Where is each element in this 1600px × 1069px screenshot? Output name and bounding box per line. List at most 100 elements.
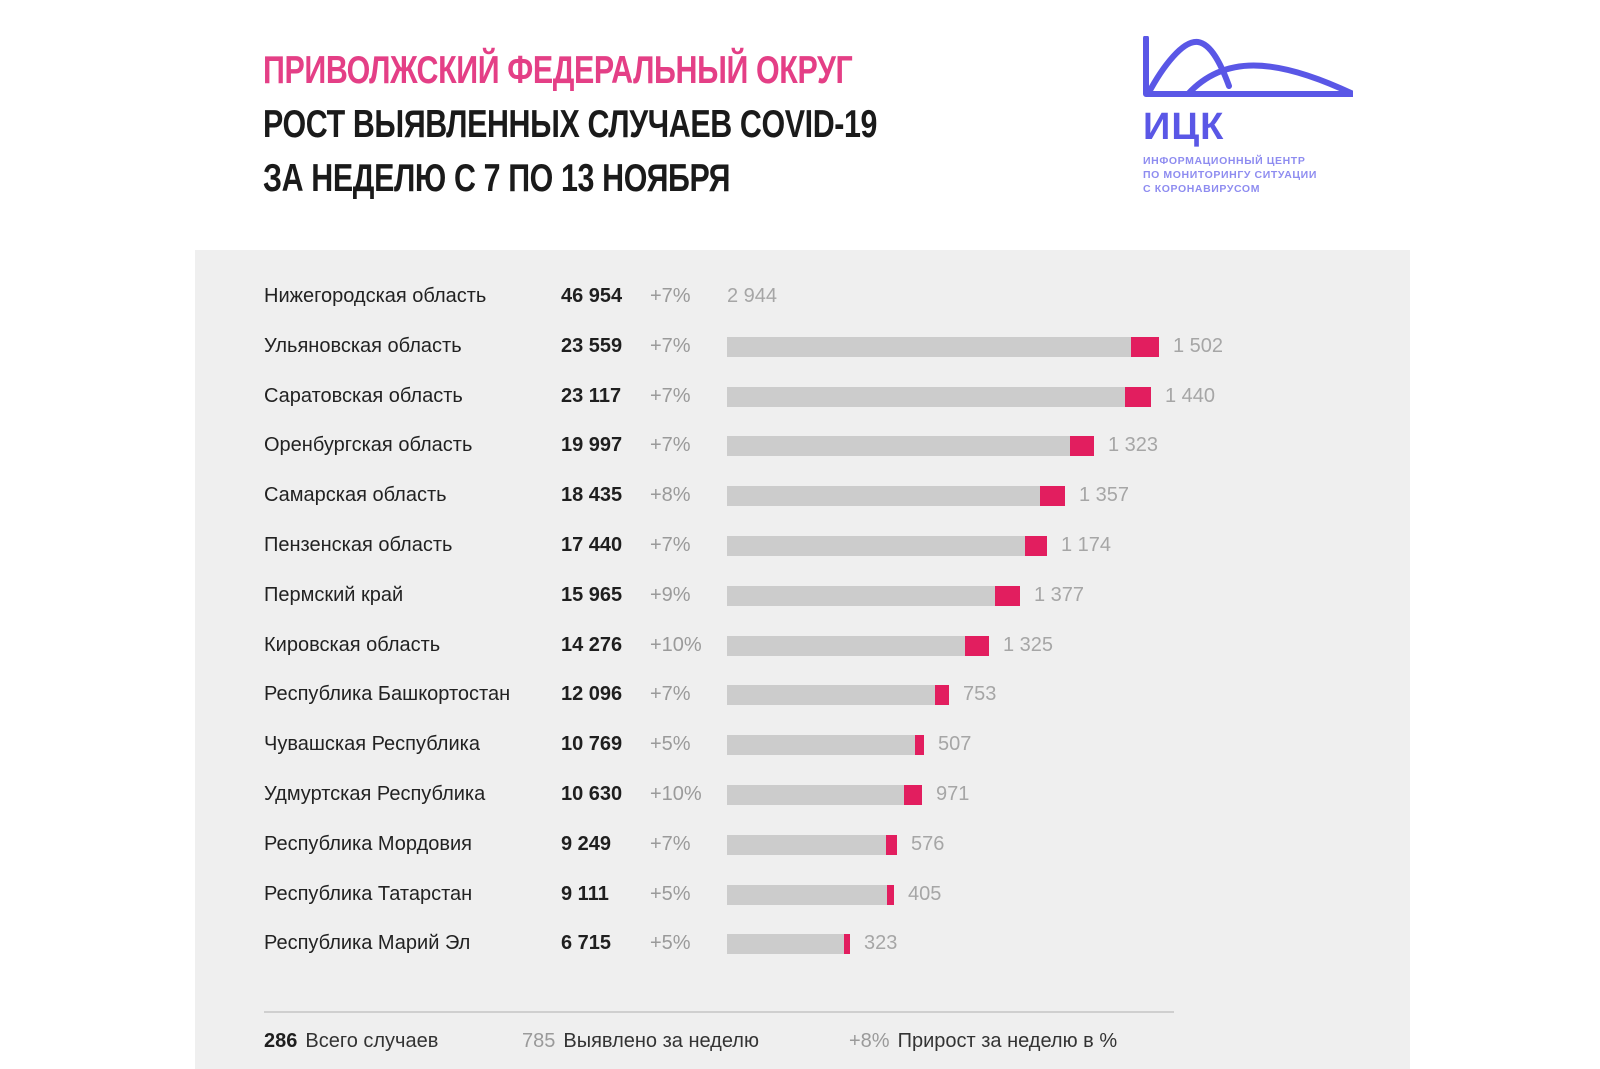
title-region: ПРИВОЛЖСКИЙ ФЕДЕРАЛЬНЫЙ ОКРУГ [263, 49, 853, 92]
chart-row: Пермский край 15 965 +9% 1 377 [195, 581, 1410, 611]
region-label: Кировская область [264, 633, 441, 656]
bar-new-cases [1025, 536, 1047, 556]
region-label: Чувашская Республика [264, 733, 480, 756]
bar-previous-cases [727, 486, 1065, 507]
new-cases-label: 1 357 [1079, 484, 1130, 507]
growth-percent: +7% [650, 334, 691, 357]
chart-row: Оренбургская область 19 997 +7% 1 323 [195, 431, 1410, 461]
logo-name: ИЦК [1143, 106, 1225, 148]
bar-new-cases [886, 834, 897, 855]
region-label: Республика Татарстан [264, 882, 473, 905]
total-cases-value: 23 559 [561, 334, 623, 357]
growth-percent: +10% [650, 783, 702, 805]
new-cases-label: 1 325 [1003, 633, 1054, 656]
chart-row: Республика Башкортостан 12 096 +7% 753 [195, 680, 1410, 710]
growth-percent: +7% [650, 434, 691, 457]
new-cases-label: 2 944 [727, 285, 778, 307]
chart-row: Кировская область 14 276 +10% 1 325 [195, 631, 1410, 661]
total-cases-value: 9 249 [561, 832, 612, 855]
region-label: Нижегородская область [264, 285, 487, 307]
bar-previous-cases [727, 685, 949, 706]
bar-previous-cases [727, 336, 1159, 357]
legend-growth-value: +8% [849, 1030, 890, 1052]
new-cases-label: 507 [938, 733, 972, 756]
total-cases-value: 23 117 [561, 384, 622, 407]
title-period: ЗА НЕДЕЛЮ С 7 ПО 13 НОЯБРЯ [263, 157, 731, 200]
bar-new-cases [904, 785, 922, 805]
legend-total-value: 286 [264, 1030, 298, 1052]
region-label: Ульяновская область [264, 334, 462, 357]
new-cases-label: 1 323 [1108, 434, 1159, 457]
bar-previous-cases [727, 735, 924, 756]
growth-percent: +5% [650, 882, 691, 905]
chart-row: Саратовская область 23 117 +7% 1 440 [195, 382, 1410, 412]
growth-percent: +7% [650, 683, 691, 706]
bar-previous-cases [727, 635, 989, 656]
total-cases-value: 17 440 [561, 534, 623, 556]
legend-week: 785 Выявлено за неделю [522, 1030, 759, 1053]
logo-caption: ИНФОРМАЦИОННЫЙ ЦЕНТР ПО МОНИТОРИНГУ СИТУ… [1143, 154, 1317, 196]
bar-previous-cases [727, 386, 1151, 407]
legend-week-value: 785 [522, 1030, 556, 1052]
region-label: Саратовская область [264, 384, 463, 407]
chart-row: Республика Марий Эл 6 715 +5% 323 [195, 929, 1410, 959]
new-cases-label: 405 [908, 882, 942, 905]
total-cases-value: 15 965 [561, 583, 623, 606]
new-cases-label: 323 [864, 932, 898, 955]
chart-row: Ульяновская область 23 559 +7% 1 502 [195, 332, 1410, 362]
bar-new-cases [965, 635, 989, 656]
chart-row: Чувашская Республика 10 769 +5% 507 [195, 730, 1410, 760]
chart-row: Нижегородская область 46 954 +7% 2 944 [195, 282, 1410, 312]
bar-new-cases [1131, 336, 1159, 357]
chart-row: Республика Мордовия 9 249 +7% 576 [195, 830, 1410, 860]
total-cases-value: 6 715 [561, 932, 612, 955]
chart-panel: Нижегородская область 46 954 +7% 2 944 Ульян… [195, 250, 1410, 1069]
growth-percent: +8% [650, 484, 691, 507]
region-label: Пермский край [264, 583, 404, 606]
total-cases-value: 18 435 [561, 484, 623, 507]
legend-total-label: Всего случаев [305, 1030, 439, 1052]
legend-week-label: Выявлено за неделю [563, 1030, 759, 1052]
new-cases-label: 1 440 [1165, 384, 1216, 407]
chart-row: Удмуртская Республика 10 630 +10% 971 [195, 780, 1410, 810]
logo-caption-line: ИНФОРМАЦИОННЫЙ ЦЕНТР [1143, 155, 1306, 167]
growth-percent: +7% [650, 534, 691, 556]
new-cases-label: 753 [963, 683, 997, 706]
logo-caption-line: С КОРОНАВИРУСОМ [1143, 183, 1261, 195]
legend-total: 286 Всего случаев [264, 1030, 438, 1053]
total-cases-value: 14 276 [561, 633, 623, 656]
chart-row: Пензенская область 17 440 +7% 1 174 [195, 531, 1410, 561]
region-label: Пензенская область [264, 534, 453, 556]
bar-previous-cases [727, 834, 897, 855]
region-label: Республика Мордовия [264, 832, 472, 855]
region-label: Республика Марий Эл [264, 932, 471, 955]
total-cases-value: 19 997 [561, 434, 623, 457]
region-label: Республика Башкортостан [264, 683, 511, 706]
total-cases-value: 46 954 [561, 285, 623, 307]
new-cases-label: 971 [936, 783, 970, 805]
bar-new-cases [1040, 486, 1065, 507]
legend-growth-label: Прирост за неделю в % [897, 1030, 1118, 1052]
new-cases-label: 1 377 [1034, 583, 1085, 606]
bar-new-cases [915, 735, 924, 756]
bar-previous-cases [727, 436, 1094, 457]
bar-previous-cases [727, 884, 894, 905]
growth-percent: +7% [650, 384, 691, 407]
new-cases-label: 1 174 [1061, 534, 1112, 556]
ick-logo: ИЦК ИНФОРМАЦИОННЫЙ ЦЕНТР ПО МОНИТОРИНГУ … [1143, 36, 1353, 206]
growth-percent: +10% [650, 633, 702, 656]
region-label: Самарская область [264, 484, 447, 507]
new-cases-label: 1 502 [1173, 334, 1224, 357]
legend-growth: +8% Прирост за неделю в % [849, 1030, 1117, 1053]
logo-caption-line: ПО МОНИТОРИНГУ СИТУАЦИИ [1143, 169, 1317, 181]
title-block: ПРИВОЛЖСКИЙ ФЕДЕРАЛЬНЫЙ ОКРУГ РОСТ ВЫЯВЛ… [263, 44, 1050, 206]
bar-previous-cases [727, 536, 1047, 556]
growth-percent: +9% [650, 583, 691, 606]
bar-new-cases [1070, 436, 1094, 457]
region-label: Удмуртская Республика [264, 783, 486, 805]
growth-percent: +5% [650, 932, 691, 955]
bar-previous-cases [727, 934, 850, 955]
title-main: РОСТ ВЫЯВЛЕННЫХ СЛУЧАЕВ COVID-19 [263, 103, 878, 146]
bar-new-cases [1125, 386, 1151, 407]
